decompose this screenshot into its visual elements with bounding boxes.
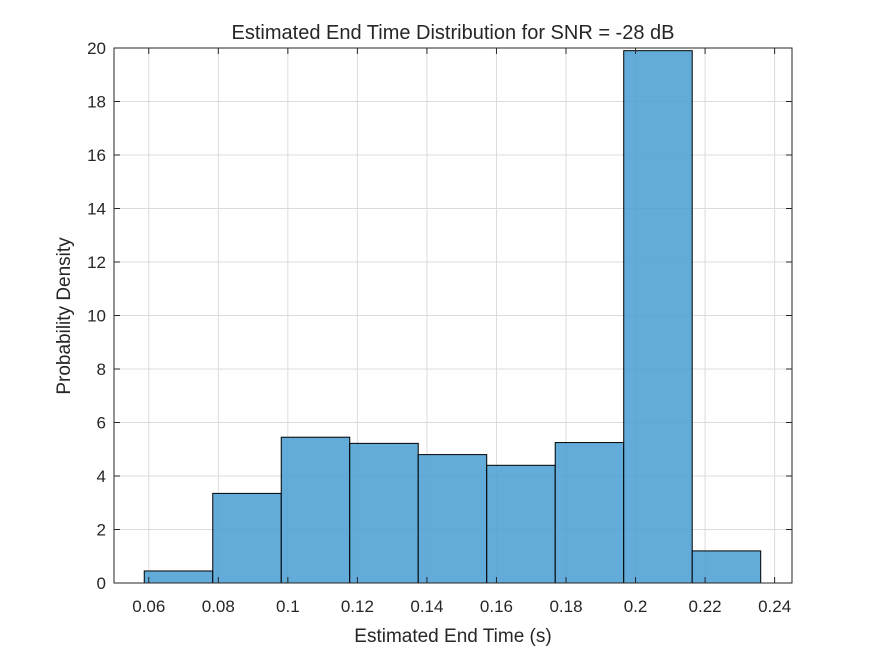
x-tick-label: 0.06 xyxy=(132,597,165,616)
y-tick-label: 16 xyxy=(87,146,106,165)
x-tick-label: 0.14 xyxy=(410,597,443,616)
histogram-bar xyxy=(417,454,488,584)
histogram-bar xyxy=(143,570,214,584)
x-tick-label: 0.08 xyxy=(202,597,235,616)
y-tick-label: 12 xyxy=(87,253,106,272)
tick-marks xyxy=(114,47,792,584)
x-tick-label: 0.16 xyxy=(480,597,513,616)
histogram-bar xyxy=(691,550,762,584)
y-tick-label: 18 xyxy=(87,93,106,112)
x-tick-label: 0.2 xyxy=(624,597,648,616)
x-tick-labels: 0.06 0.08 0.1 0.12 0.14 0.16 0.18 0.2 0.22 0.24 xyxy=(132,597,791,616)
y-tick-label: 8 xyxy=(97,360,106,379)
y-tick-label: 0 xyxy=(97,574,106,593)
histogram-bar xyxy=(486,464,556,584)
y-tick-label: 10 xyxy=(87,307,106,326)
x-tick-label: 0.12 xyxy=(341,597,374,616)
x-axis-label: Estimated End Time (s) xyxy=(354,626,551,647)
y-tick-label: 4 xyxy=(97,467,106,486)
y-tick-label: 6 xyxy=(97,414,106,433)
y-tick-label: 2 xyxy=(97,521,106,540)
chart-title: Estimated End Time Distribution for SNR … xyxy=(232,22,675,44)
x-tick-label: 0.22 xyxy=(689,597,722,616)
histogram-bar xyxy=(349,442,419,584)
x-tick-label: 0.1 xyxy=(276,597,300,616)
y-tick-labels: 0 2 4 6 8 10 12 14 16 18 20 xyxy=(87,39,106,593)
x-tick-label: 0.18 xyxy=(549,597,582,616)
x-tick-label: 0.24 xyxy=(758,597,791,616)
y-tick-label: 14 xyxy=(87,200,106,219)
y-axis-label: Probability Density xyxy=(54,237,75,395)
histogram-bar xyxy=(280,436,351,584)
histogram-bar xyxy=(554,442,625,584)
y-tick-label: 20 xyxy=(87,39,106,58)
histogram-bar xyxy=(623,50,693,584)
histogram-bar xyxy=(212,492,282,584)
